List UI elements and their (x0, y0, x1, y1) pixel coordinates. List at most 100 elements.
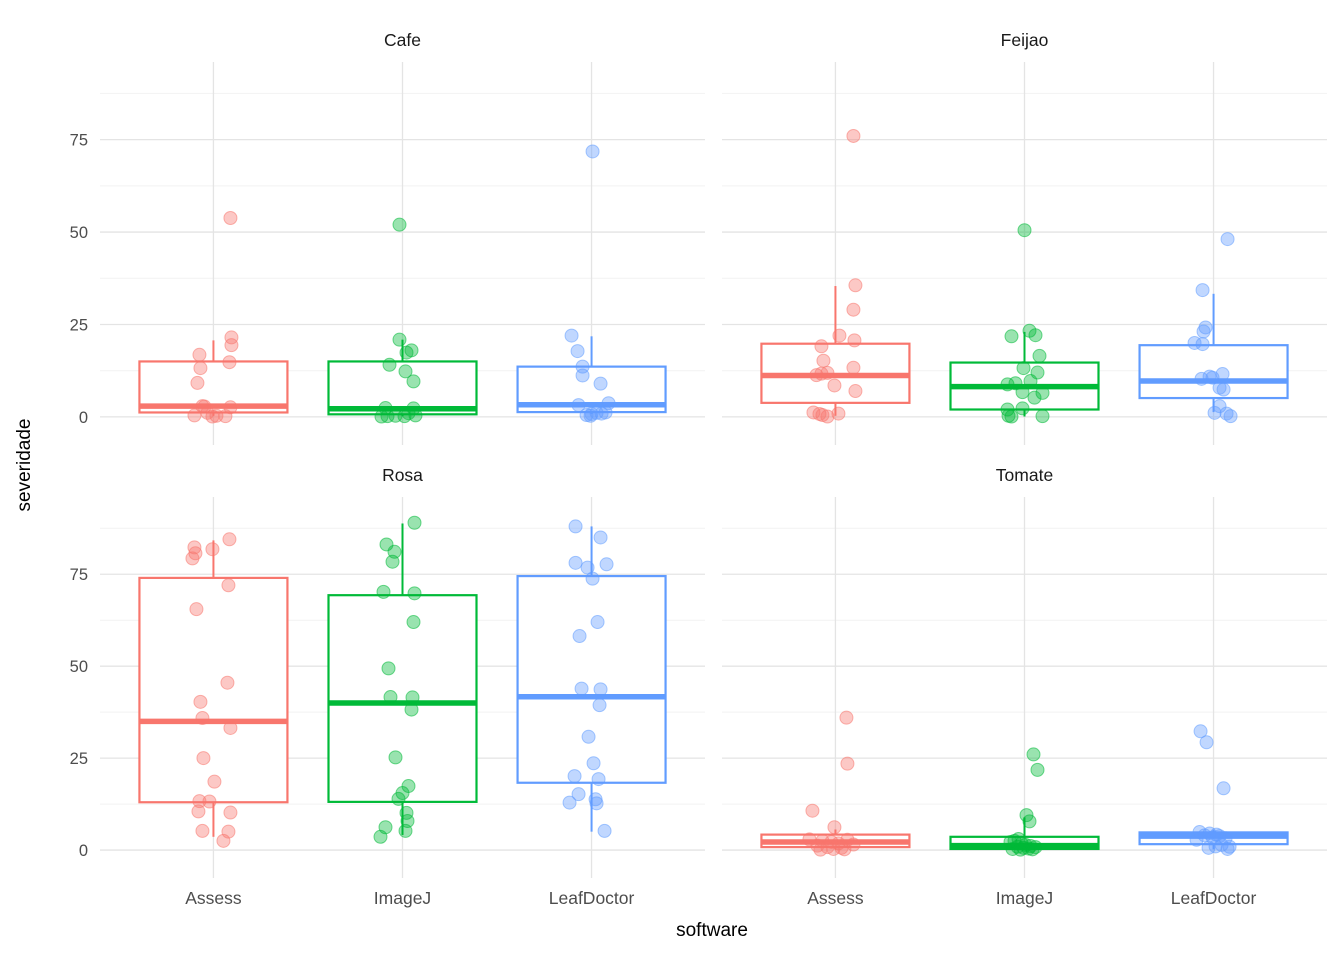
jitter-point-rosa-leafdoctor (592, 698, 607, 713)
jitter-point-tomate-assess (813, 842, 828, 857)
jitter-point-feijao-leafdoctor (1202, 369, 1217, 384)
jitter-point-cafe-imagej (392, 332, 407, 347)
jitter-point-feijao-imagej (1016, 361, 1031, 376)
jitter-point-rosa-assess (221, 578, 236, 593)
jitter-point-tomate-assess (827, 820, 842, 835)
x-axis-title: software (676, 920, 748, 941)
jitter-point-rosa-leafdoctor (572, 629, 587, 644)
jitter-point-feijao-imagej (1015, 385, 1030, 400)
jitter-point-rosa-assess (205, 542, 220, 557)
jitter-point-cafe-leafdoctor (593, 376, 608, 391)
jitter-point-rosa-imagej (381, 661, 396, 676)
jitter-point-feijao-assess (846, 360, 861, 375)
jitter-point-feijao-leafdoctor (1220, 232, 1235, 247)
jitter-point-rosa-leafdoctor (590, 615, 605, 630)
jitter-point-cafe-leafdoctor (570, 344, 585, 359)
facet-title-rosa: Rosa (382, 465, 423, 485)
jitter-point-tomate-assess (837, 842, 852, 857)
jitter-point-tomate-leafdoctor (1197, 828, 1212, 843)
jitter-point-rosa-imagej (405, 690, 420, 705)
jitter-point-rosa-assess (223, 805, 238, 820)
jitter-point-cafe-assess (224, 330, 239, 345)
jitter-point-cafe-imagej (406, 374, 421, 389)
jitter-point-feijao-imagej (1015, 401, 1030, 416)
jitter-point-rosa-leafdoctor (585, 571, 600, 586)
jitter-point-rosa-assess (195, 823, 210, 838)
jitter-point-rosa-leafdoctor (589, 796, 604, 811)
jitter-point-feijao-assess (820, 409, 835, 424)
jitter-point-tomate-leafdoctor (1218, 831, 1233, 846)
y-axis-title: severidade (14, 418, 35, 512)
jitter-point-rosa-leafdoctor (568, 555, 583, 570)
jitter-point-rosa-leafdoctor (581, 729, 596, 744)
y-tick-label: 50 (70, 658, 88, 676)
jitter-point-rosa-imagej (406, 615, 421, 630)
jitter-point-feijao-assess (831, 406, 846, 421)
jitter-point-rosa-leafdoctor (593, 530, 608, 545)
jitter-point-cafe-imagej (378, 401, 393, 416)
jitter-point-feijao-imagej (1035, 385, 1050, 400)
jitter-point-feijao-imagej (1004, 409, 1019, 424)
jitter-point-rosa-leafdoctor (586, 756, 601, 771)
boxplot-rosa-assess (138, 576, 289, 804)
jitter-point-rosa-leafdoctor (574, 681, 589, 696)
facet-title-tomate: Tomate (996, 465, 1053, 485)
jitter-point-cafe-assess (224, 338, 239, 353)
jitter-point-rosa-leafdoctor (599, 557, 614, 572)
x-tick-label-leafdoctor: LeafDoctor (1171, 888, 1257, 908)
jitter-point-rosa-imagej (373, 829, 388, 844)
jitter-point-tomate-leafdoctor (1189, 832, 1204, 847)
jitter-point-rosa-assess (216, 833, 231, 848)
jitter-point-feijao-leafdoctor (1195, 337, 1210, 352)
jitter-point-rosa-assess (222, 532, 237, 547)
jitter-point-tomate-leafdoctor (1193, 724, 1208, 739)
jitter-point-cafe-leafdoctor (564, 328, 579, 343)
jitter-point-feijao-assess (827, 378, 842, 393)
boxplot-rosa-imagej (327, 594, 478, 803)
jitter-point-feijao-leafdoctor (1212, 399, 1227, 414)
jitter-point-feijao-assess (816, 353, 831, 368)
jitter-point-rosa-imagej (407, 586, 422, 601)
jitter-point-tomate-assess (839, 710, 854, 725)
jitter-point-rosa-assess (193, 694, 208, 709)
jitter-point-rosa-imagej (398, 823, 413, 838)
jitter-point-rosa-imagej (376, 584, 391, 599)
y-tick-label: 25 (70, 316, 88, 334)
jitter-point-feijao-imagej (1004, 329, 1019, 344)
jitter-point-feijao-imagej (1035, 409, 1050, 424)
x-tick-label-imagej: ImageJ (996, 888, 1053, 908)
jitter-point-tomate-leafdoctor (1216, 781, 1231, 796)
jitter-point-rosa-leafdoctor (591, 772, 606, 787)
jitter-point-feijao-leafdoctor (1219, 406, 1234, 421)
jitter-point-feijao-imagej (1023, 374, 1038, 389)
jitter-point-cafe-imagej (382, 357, 397, 372)
jitter-point-feijao-assess (848, 384, 863, 399)
jitter-point-feijao-assess (846, 302, 861, 317)
jitter-point-feijao-assess (815, 408, 830, 423)
jitter-point-cafe-leafdoctor (585, 144, 600, 159)
jitter-point-cafe-leafdoctor (583, 408, 598, 423)
jitter-point-cafe-leafdoctor (575, 368, 590, 383)
jitter-point-rosa-leafdoctor (571, 787, 586, 802)
jitter-point-tomate-imagej (1026, 747, 1041, 762)
jitter-point-tomate-assess (840, 756, 855, 771)
jitter-point-tomate-imagej (1028, 840, 1043, 855)
jitter-point-feijao-leafdoctor (1194, 371, 1209, 386)
jitter-point-cafe-assess (193, 361, 208, 376)
jitter-point-feijao-imagej (1032, 348, 1047, 363)
jitter-point-tomate-imagej (1022, 814, 1037, 829)
jitter-point-rosa-assess (195, 711, 210, 726)
boxplot-rosa-leafdoctor (516, 574, 667, 784)
jitter-point-rosa-assess (185, 551, 200, 566)
jitter-point-feijao-assess (832, 328, 847, 343)
jitter-point-feijao-leafdoctor (1196, 324, 1211, 339)
jitter-point-tomate-imagej (1013, 842, 1028, 857)
jitter-point-rosa-assess (223, 720, 238, 735)
y-tick-label: 0 (79, 409, 88, 427)
jitter-point-cafe-assess (200, 405, 215, 420)
jitter-point-cafe-imagej (398, 364, 413, 379)
jitter-point-rosa-assess (189, 602, 204, 617)
jitter-point-feijao-assess (846, 128, 861, 143)
jitter-point-rosa-assess (191, 804, 206, 819)
x-tick-label-leafdoctor: LeafDoctor (549, 888, 635, 908)
